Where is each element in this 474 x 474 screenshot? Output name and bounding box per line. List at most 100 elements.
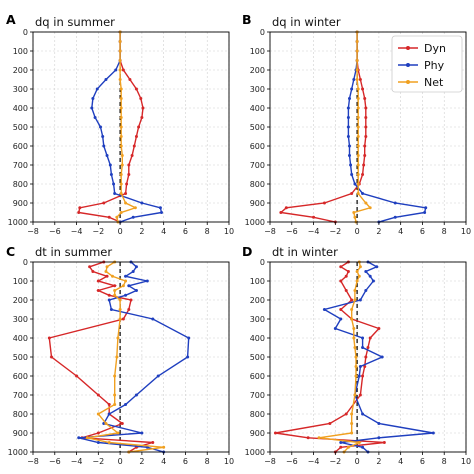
data-point-net [118,40,122,43]
x-tick-label: −2 [92,227,104,236]
data-point-phy [346,135,350,138]
data-point-net [356,192,360,195]
legend-marker-net [406,80,410,84]
data-point-dyn [132,144,136,148]
data-point-dyn [361,173,365,176]
data-point-dyn [151,441,155,444]
data-point-phy [107,412,111,416]
data-point-dyn [364,106,368,110]
y-tick-label: 1000 [245,448,265,457]
data-point-dyn [127,173,131,176]
data-point-dyn [279,211,283,214]
data-point-dyn [377,327,381,330]
data-point-phy [102,144,106,148]
data-point-phy [112,182,116,186]
y-tick-label: 1000 [8,218,28,227]
y-tick-label: 0 [23,258,28,267]
data-point-net [162,445,166,449]
y-tick-label: 600 [13,142,28,151]
panel-label: C [6,244,15,259]
data-point-phy [347,97,351,100]
data-point-phy [368,274,372,278]
data-point-net [119,106,123,110]
data-point-net [346,445,350,449]
data-point-net [118,68,122,72]
panel-label: D [242,244,252,259]
y-tick-label: 200 [13,66,28,75]
data-point-phy [104,78,108,81]
data-point-phy [393,215,397,219]
legend-label-dyn: Dyn [424,42,446,55]
data-point-dyn [128,78,132,81]
y-tick-label: 800 [13,410,28,419]
data-point-dyn [96,431,100,435]
x-tick-label: −8 [27,457,39,466]
x-tick-label: −2 [329,227,341,236]
panel-label: A [6,12,16,27]
data-point-phy [134,289,138,292]
data-point-net [119,135,123,138]
y-tick-label: 1000 [8,448,28,457]
data-point-phy [371,279,375,283]
data-point-net [356,173,360,176]
x-tick-label: 4 [398,227,403,236]
data-point-dyn [134,87,138,91]
data-point-net [356,144,360,148]
data-point-phy [361,192,365,195]
x-tick-label: −8 [264,457,276,466]
x-tick-label: −2 [92,457,104,466]
data-point-phy [346,106,350,110]
data-point-dyn [339,265,343,269]
data-point-phy [380,355,384,359]
data-point-net [364,201,368,205]
data-point-phy [105,154,109,157]
data-point-net [353,298,357,302]
data-point-dyn [127,163,131,167]
data-point-net [119,116,123,119]
data-point-net [352,211,356,214]
data-point-net [118,308,122,311]
x-tick-label: 10 [461,457,471,466]
data-point-net [355,49,359,53]
data-point-phy [134,265,138,269]
data-point-net [354,365,358,368]
data-point-phy [361,412,365,416]
data-point-dyn [47,336,51,340]
data-point-net [350,317,354,321]
panel-a: −8 −6 −4 −2 0 2 4 6 8 100100200300400500600700800… [6,12,234,236]
x-tick-label: 8 [205,227,210,236]
data-point-net [355,78,359,81]
x-tick-label: 6 [183,457,188,466]
data-point-net [113,403,117,406]
data-point-phy [77,436,81,440]
data-point-dyn [141,106,145,110]
x-tick-label: 0 [355,227,360,236]
x-tick-label: 8 [442,227,447,236]
panel-b: −8 −6 −4 −2 0 2 4 6 8 100100200300400500600700800… [242,12,471,236]
data-point-phy [423,211,427,214]
y-tick-label: 900 [250,199,265,208]
x-tick-label: −6 [286,227,298,236]
data-point-dyn [130,154,134,157]
legend-marker-phy [406,63,410,67]
x-tick-label: −4 [71,227,83,236]
x-tick-label: −4 [71,457,83,466]
data-point-dyn [364,125,368,129]
data-point-phy [347,144,351,148]
data-point-phy [95,87,99,91]
data-point-phy [346,116,350,119]
data-point-dyn [328,422,332,425]
data-point-dyn [344,274,348,278]
data-point-phy [375,265,379,269]
data-point-net [350,422,354,425]
data-point-net [356,125,360,129]
y-tick-label: 700 [250,391,265,400]
data-point-phy [114,68,118,72]
data-point-net [350,412,354,416]
data-point-net [119,211,123,214]
data-point-net [356,106,360,110]
data-point-net [368,206,372,210]
data-point-net [119,182,123,186]
data-point-phy [90,106,94,110]
data-point-net [113,393,117,397]
